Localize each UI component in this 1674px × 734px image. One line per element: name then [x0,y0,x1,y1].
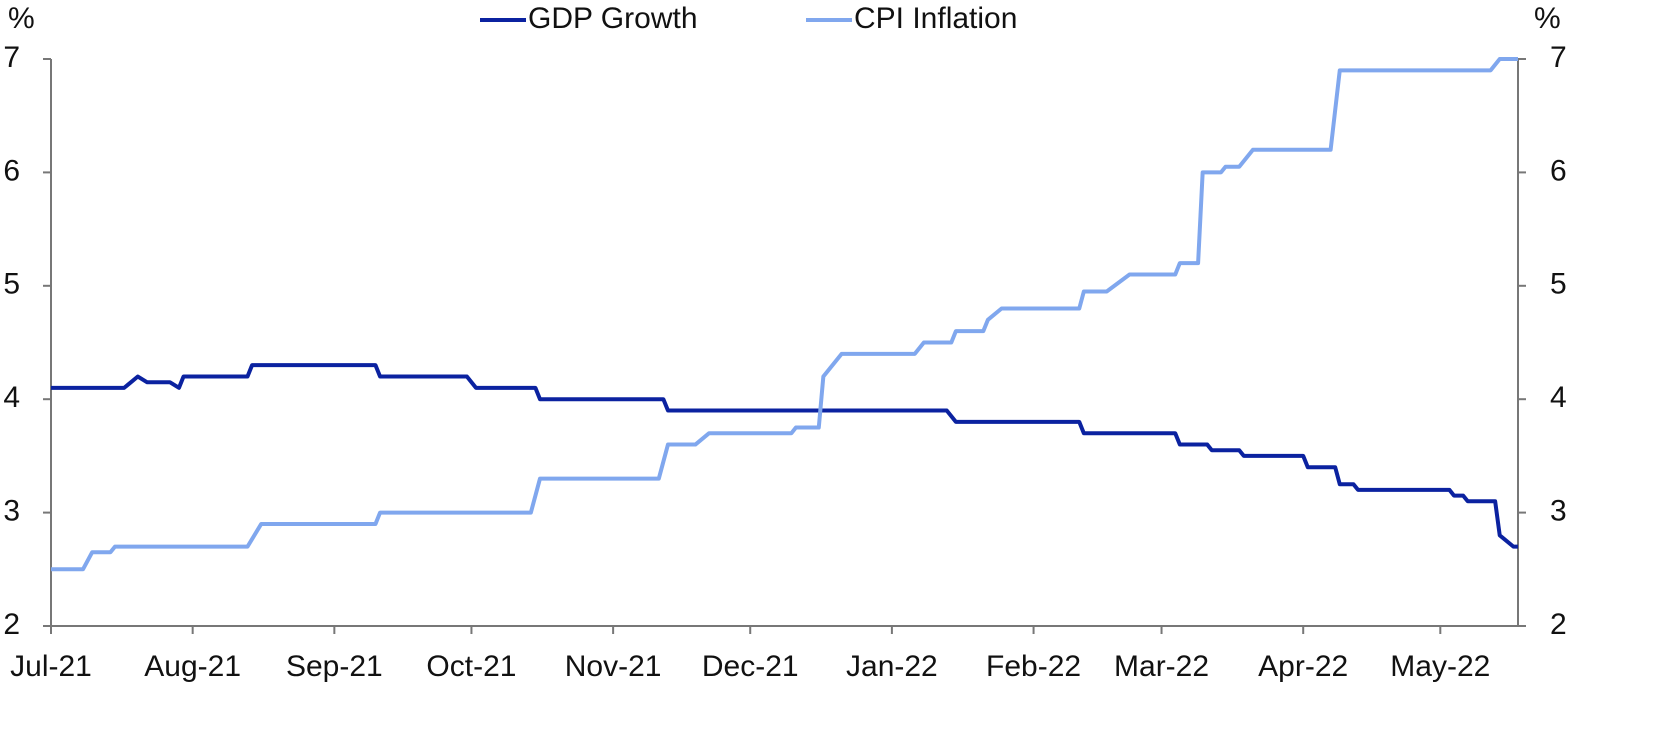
y2-tick-label: 3 [1550,495,1567,528]
x-tick-label: Jul-21 [10,650,92,683]
x-tick-label: Dec-21 [702,650,799,683]
y-tick-label: 2 [3,608,20,641]
x-tick-label: Sep-21 [286,650,383,683]
y2-tick-label: 5 [1550,268,1567,301]
y-axis-label: % [8,2,35,35]
y2-axis-label: % [1534,2,1561,35]
y-tick-label: 5 [3,268,20,301]
x-tick-label: Apr-22 [1258,650,1348,683]
x-tick-label: May-22 [1390,650,1490,683]
y2-tick-label: 4 [1550,381,1567,414]
legend-label: GDP Growth [528,2,698,35]
x-tick-label: Feb-22 [986,650,1081,683]
y2-tick-label: 6 [1550,154,1567,187]
legend-label: CPI Inflation [854,2,1017,35]
series-line [51,57,1518,572]
series-line [51,363,1518,549]
y-tick-label: 4 [3,381,20,414]
x-tick-label: Mar-22 [1114,650,1209,683]
y-tick-label: 3 [3,495,20,528]
x-tick-label: Oct-21 [426,650,516,683]
y-tick-label: 6 [3,154,20,187]
y-tick-label: 7 [3,41,20,74]
x-tick-label: Nov-21 [565,650,662,683]
y2-tick-label: 2 [1550,608,1567,641]
y2-tick-label: 7 [1550,41,1567,74]
x-tick-label: Jan-22 [846,650,938,683]
x-tick-label: Aug-21 [144,650,241,683]
